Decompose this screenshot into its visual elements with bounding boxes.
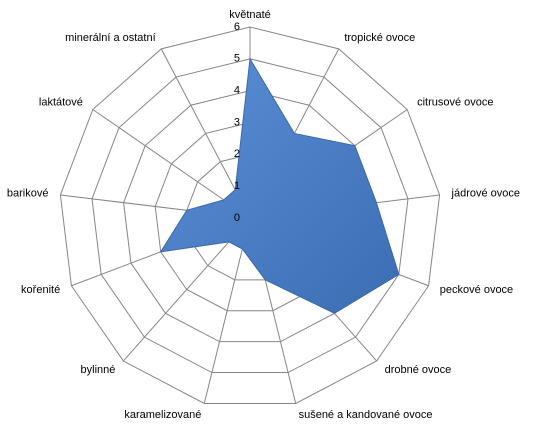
category-label: květnaté: [229, 9, 271, 21]
y-tick-label: 2: [234, 148, 240, 160]
y-tick-label: 0: [234, 212, 240, 224]
category-label: tropické ovoce: [344, 32, 415, 44]
category-label: laktátové: [39, 97, 83, 109]
y-tick-label: 3: [234, 116, 240, 128]
category-label: sušené a kandované ovoce: [299, 409, 433, 421]
category-label: barikové: [7, 187, 49, 199]
y-tick-label: 1: [234, 180, 240, 192]
y-tick-label: 5: [234, 53, 240, 65]
area: [159, 57, 400, 314]
category-label: citrusové ovoce: [417, 97, 493, 109]
category-label: peckové ovoce: [440, 284, 513, 296]
category-label: drobné ovoce: [385, 364, 452, 376]
category-label: bylinné: [81, 364, 116, 376]
y-tick-label: 6: [234, 21, 240, 33]
category-label: kořenité: [21, 284, 60, 296]
category-label: jádrové ovoce: [451, 187, 521, 199]
category-label: minerální a ostatní: [65, 32, 156, 44]
grid-line: [91, 58, 409, 374]
grid-line: [59, 26, 441, 404]
y-tick-label: 4: [234, 85, 240, 97]
category-label: karamelizované: [124, 409, 201, 421]
